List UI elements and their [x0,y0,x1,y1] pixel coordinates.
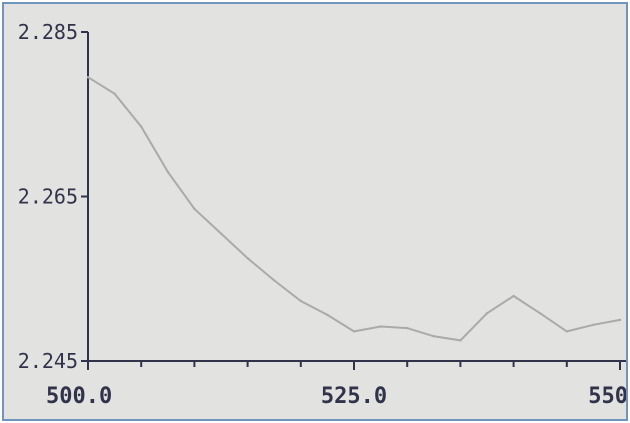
data-point [565,330,568,333]
y-ticks: 2.285 2.265 2.245 [18,20,88,373]
data-point [485,312,489,315]
data-point [273,279,276,282]
x-tick-label: 500.0 [46,384,112,409]
x-tick-label: 550 [588,384,626,409]
data-point [406,326,409,330]
data-point [352,330,356,333]
data-point [219,232,223,235]
data-point [299,299,302,303]
data-point [432,335,435,338]
y-tick-label: 2.285 [18,20,78,44]
y-tick-label: 2.265 [18,185,78,209]
data-point [512,294,515,298]
line-chart: 2.285 2.265 2.245 500.0 525.0 550 [18,20,626,409]
data-point [140,125,143,128]
data-point [592,323,595,327]
data-point [618,318,622,322]
data-point [459,339,462,342]
data-point [246,256,249,260]
data-point [166,170,169,174]
x-tick-label: 525.0 [321,384,387,409]
series-line [87,76,621,342]
data-point [86,76,90,79]
series-points [86,76,622,342]
x-ticks: 500.0 525.0 550 [46,361,626,409]
data-point [326,313,329,317]
y-tick-label: 2.245 [18,349,78,373]
chart-axes [87,32,626,362]
data-point [379,325,382,328]
data-point [113,92,116,95]
data-point [539,312,542,315]
data-point [193,207,196,211]
